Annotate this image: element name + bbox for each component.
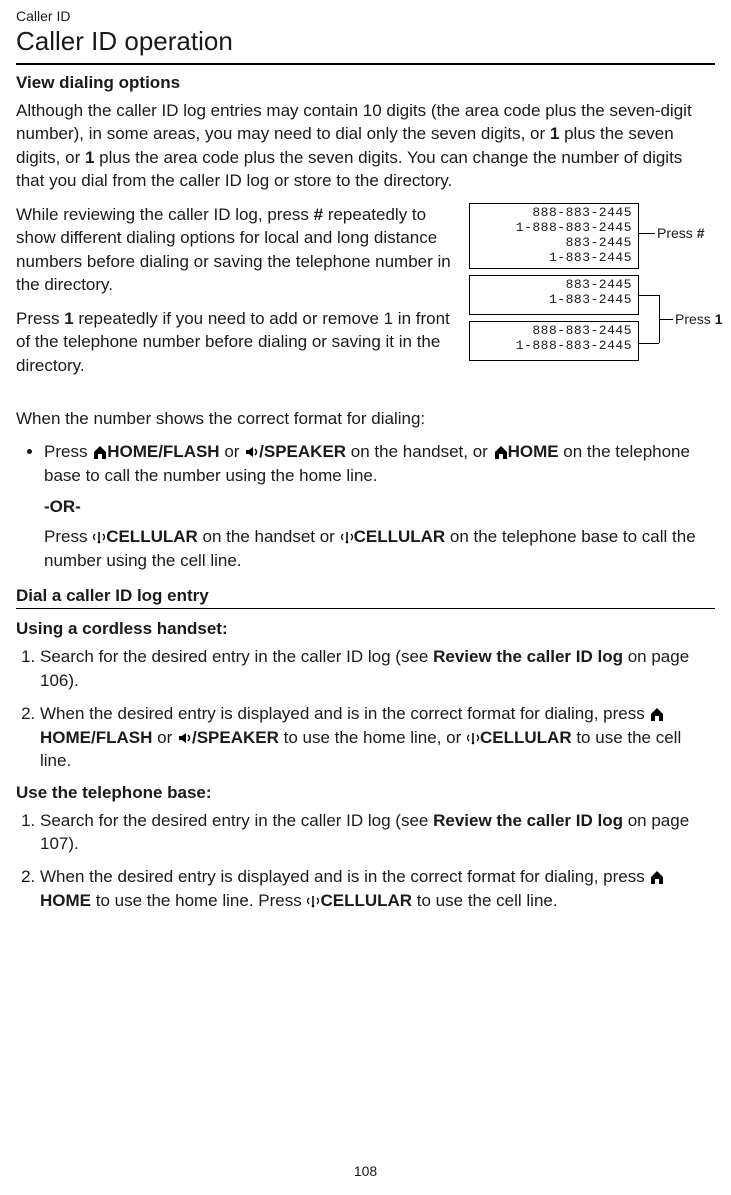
text: to use the cell line. [412, 891, 558, 910]
speaker-icon [177, 731, 192, 745]
text: repeatedly if you need to add or remove … [16, 309, 450, 375]
text: or [220, 442, 245, 461]
text: Press [44, 527, 92, 546]
text: Search for the desired entry in the call… [40, 647, 433, 666]
key-1: 1 [550, 124, 559, 143]
home-label: HOME [508, 442, 559, 461]
text: When the desired entry is displayed and … [40, 704, 649, 723]
page-title: Caller ID operation [16, 26, 715, 57]
subhead-use-base: Use the telephone base: [16, 783, 715, 803]
base-steps: Search for the desired entry in the call… [16, 809, 715, 913]
text: Press [657, 225, 697, 241]
key-hash: # [314, 205, 323, 224]
subhead-using-handset: Using a cordless handset: [16, 619, 715, 639]
label-press-hash: Press # [657, 225, 704, 241]
speaker-icon [244, 445, 259, 459]
handset-steps: Search for the desired entry in the call… [16, 645, 715, 772]
display-diagrams: 888-883-2445 1-888-883-2445 883-2445 1-8… [469, 203, 715, 367]
list-item: When the desired entry is displayed and … [40, 702, 715, 772]
display-box-1: 888-883-2445 1-888-883-2445 883-2445 1-8… [469, 203, 639, 269]
display-box-2: 883-2445 1-883-2445 [469, 275, 639, 315]
list-item: Press HOME/FLASH or /SPEAKER on the hand… [44, 440, 715, 487]
home-icon [649, 707, 664, 721]
text: or [152, 728, 177, 747]
section-view-dialing-options: View dialing options [16, 73, 715, 93]
or-divider: -OR- [44, 497, 715, 517]
text: to use the home line. Press [91, 891, 306, 910]
text: plus the area code plus the seven digits… [16, 148, 682, 190]
list-item: Search for the desired entry in the call… [40, 645, 715, 692]
label-press-1: Press 1 [675, 311, 722, 327]
speaker-label: /SPEAKER [192, 728, 279, 747]
intro-paragraph-3: Press 1 repeatedly if you need to add or… [16, 307, 459, 377]
reference-review-log: Review the caller ID log [433, 647, 623, 666]
key-1: 1 [64, 309, 73, 328]
cellular-label: CELLULAR [320, 891, 412, 910]
connector [639, 233, 655, 234]
cellular-label: CELLULAR [480, 728, 572, 747]
intro-paragraph-2: While reviewing the caller ID log, press… [16, 203, 459, 297]
lcd-line: 1-888-883-2445 [476, 339, 632, 354]
reference-review-log: Review the caller ID log [433, 811, 623, 830]
home-icon [493, 445, 508, 459]
home-icon [649, 870, 664, 884]
cell-icon [306, 894, 320, 908]
cell-icon [466, 731, 480, 745]
cellular-label: CELLULAR [354, 527, 446, 546]
display-box-3: 888-883-2445 1-888-883-2445 [469, 321, 639, 361]
cellular-label: CELLULAR [106, 527, 198, 546]
cell-icon [92, 530, 106, 544]
home-label: HOME [40, 891, 91, 910]
list-item: When the desired entry is displayed and … [40, 865, 715, 912]
section-dial-caller-id: Dial a caller ID log entry [16, 586, 715, 609]
intro-paragraph-1: Although the caller ID log entries may c… [16, 99, 715, 193]
text: to use the home line, or [279, 728, 466, 747]
lcd-line: 1-883-2445 [476, 293, 632, 308]
correct-format-intro: When the number shows the correct format… [16, 407, 715, 430]
lcd-line: 1-883-2445 [476, 251, 632, 266]
lcd-line: 888-883-2445 [476, 324, 632, 339]
home-flash-label: HOME/ [107, 442, 163, 461]
text: Press [44, 442, 92, 461]
cell-line-paragraph: Press CELLULAR on the handset or CELLULA… [44, 525, 715, 572]
connector [659, 319, 673, 320]
title-rule [16, 63, 715, 65]
home-icon [92, 445, 107, 459]
connector [639, 343, 659, 344]
lcd-line: 888-883-2445 [476, 206, 632, 221]
lcd-line: 883-2445 [476, 278, 632, 293]
header-category: Caller ID [16, 8, 715, 24]
text: on the handset, or [346, 442, 493, 461]
text: on the handset or [198, 527, 340, 546]
speaker-label: /SPEAKER [259, 442, 346, 461]
list-item: Search for the desired entry in the call… [40, 809, 715, 856]
home-flash-label: HOME/ [40, 728, 96, 747]
text: Search for the desired entry in the call… [40, 811, 433, 830]
bullet-list: Press HOME/FLASH or /SPEAKER on the hand… [16, 440, 715, 487]
cell-icon [340, 530, 354, 544]
key-1: 1 [715, 311, 723, 327]
text: While reviewing the caller ID log, press [16, 205, 314, 224]
lcd-line: 1-888-883-2445 [476, 221, 632, 236]
flash-label: FLASH [163, 442, 220, 461]
key-hash: # [697, 225, 705, 241]
text: Press [675, 311, 715, 327]
lcd-line: 883-2445 [476, 236, 632, 251]
text: Press [16, 309, 64, 328]
page-number: 108 [0, 1163, 731, 1179]
flash-label: FLASH [96, 728, 153, 747]
text: When the desired entry is displayed and … [40, 867, 649, 886]
connector [639, 295, 659, 296]
